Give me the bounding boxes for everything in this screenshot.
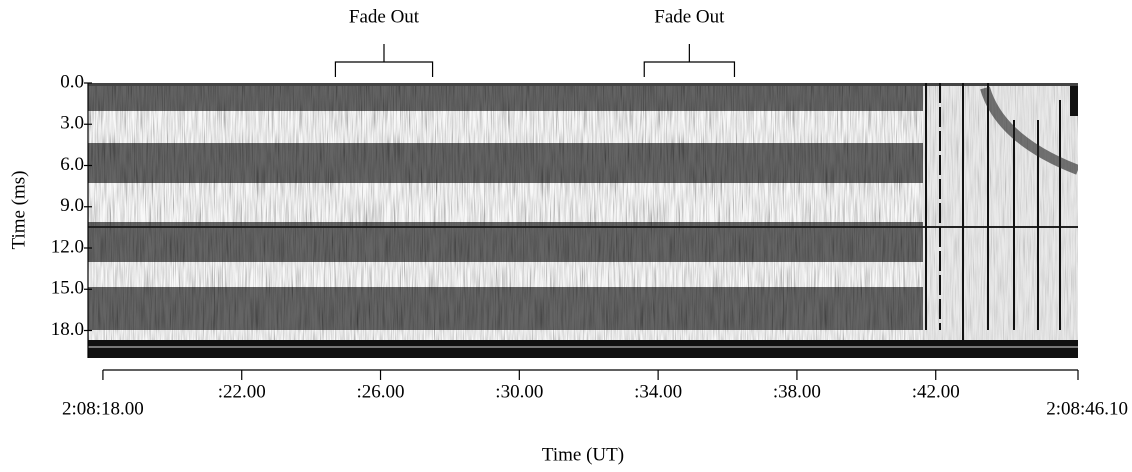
- y-axis-title: Time (ms): [8, 170, 29, 249]
- x-tick-label: 2:08:46.10: [1046, 398, 1128, 419]
- annotation-label: Fade Out: [654, 6, 725, 27]
- y-tick-label: 0.0: [60, 71, 84, 92]
- x-tick-label: :22.00: [218, 381, 266, 402]
- y-tick-label: 6.0: [60, 154, 84, 175]
- y-tick-label: 18.0: [51, 319, 84, 340]
- annotation-label: Fade Out: [349, 6, 420, 27]
- annotation-bracket: [643, 44, 736, 77]
- x-axis-title: Time (UT): [542, 444, 624, 465]
- x-tick-label: :26.00: [357, 381, 405, 402]
- x-tick-label: :30.00: [495, 381, 543, 402]
- y-tick-label: 12.0: [51, 236, 84, 257]
- x-tick-label: :38.00: [773, 381, 821, 402]
- x-tick-label: :42.00: [912, 381, 960, 402]
- y-tick-label: 3.0: [60, 113, 84, 134]
- spectrogram: [88, 83, 1078, 358]
- y-tick-label: 9.0: [60, 195, 84, 216]
- annotation-bracket: [334, 44, 434, 77]
- x-tick-label: 2:08:18.00: [62, 398, 144, 419]
- y-tick-label: 15.0: [51, 278, 84, 299]
- x-tick-label: :34.00: [634, 381, 682, 402]
